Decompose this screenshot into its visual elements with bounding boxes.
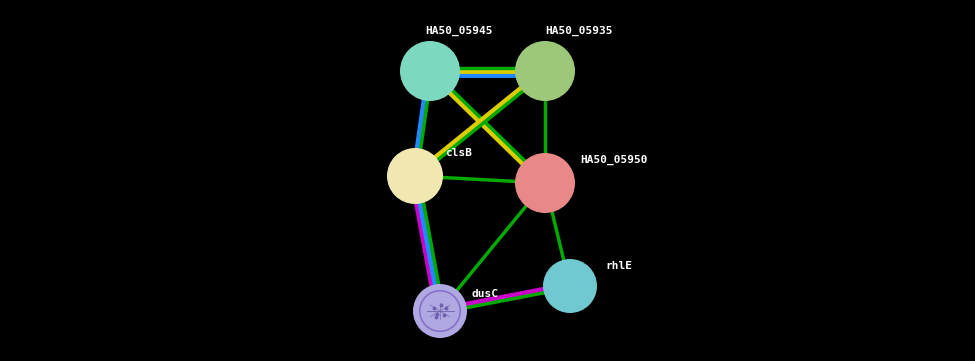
Text: HA50_05950: HA50_05950 xyxy=(580,155,647,165)
Text: clsB: clsB xyxy=(445,148,472,158)
Text: dusC: dusC xyxy=(472,289,499,299)
Circle shape xyxy=(515,153,575,213)
Circle shape xyxy=(400,41,460,101)
Text: rhlE: rhlE xyxy=(605,261,632,271)
Text: HA50_05935: HA50_05935 xyxy=(545,26,612,36)
Circle shape xyxy=(387,148,443,204)
Circle shape xyxy=(413,284,467,338)
Circle shape xyxy=(515,41,575,101)
Circle shape xyxy=(543,259,597,313)
Text: HA50_05945: HA50_05945 xyxy=(425,26,492,36)
